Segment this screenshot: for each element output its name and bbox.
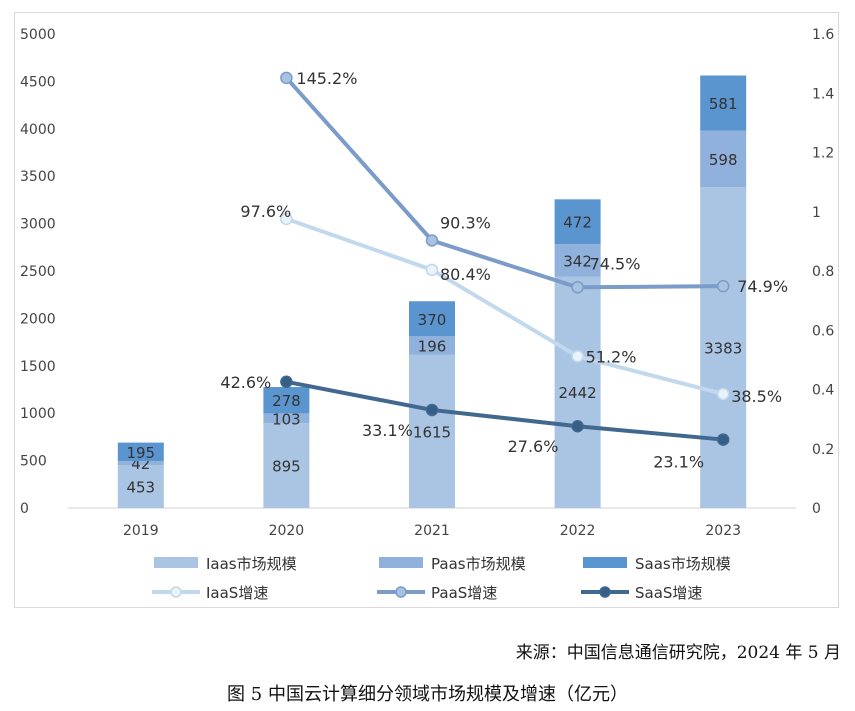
line-data-label: 80.4% <box>440 265 491 284</box>
bar-segment <box>700 75 747 131</box>
chart-frame <box>14 12 839 608</box>
line-data-label: 74.5% <box>590 254 641 273</box>
line-marker <box>716 279 730 293</box>
y2-tick-label: 0 <box>812 501 821 517</box>
bar-segment <box>554 199 601 245</box>
bar-segment <box>117 442 164 462</box>
y-tick-label: 500 <box>20 454 47 470</box>
line-marker <box>716 387 730 401</box>
line-data-label: 23.1% <box>653 453 704 472</box>
y2-tick-label: 0.8 <box>812 264 834 280</box>
bar-segment <box>554 244 601 277</box>
series-line <box>285 216 724 396</box>
bar-data-label: 453 <box>126 479 155 497</box>
y2-tick-label: 0.4 <box>812 383 834 399</box>
line-marker <box>425 263 439 277</box>
legend-swatch <box>379 557 423 568</box>
y2-tick-label: 0.2 <box>812 442 834 458</box>
legend-swatch <box>583 557 627 568</box>
bar-data-label: 342 <box>563 252 592 270</box>
x-tick-label: 2022 <box>560 523 596 539</box>
y2-tick-label: 1.2 <box>812 146 834 162</box>
bar-data-label: 598 <box>709 151 738 169</box>
y-tick-label: 3000 <box>20 217 56 233</box>
bar-data-label: 581 <box>709 95 738 113</box>
y2-tick-label: 0.6 <box>812 323 834 339</box>
bar-data-label: 370 <box>418 311 447 329</box>
source-note: 来源：中国信息通信研究院，2024 年 5 月 <box>515 643 841 663</box>
bar-segment <box>700 187 747 508</box>
line-data-label: 42.6% <box>220 373 271 392</box>
legend-label: IaaS增速 <box>206 584 268 602</box>
y2-tick-label: 1 <box>812 205 821 221</box>
bar-data-label: 196 <box>418 338 447 356</box>
line-marker <box>716 433 730 446</box>
line-marker <box>425 403 439 417</box>
line-data-label: 51.2% <box>586 347 637 366</box>
bar-data-label: 2442 <box>559 384 597 402</box>
bar-segment <box>263 413 310 424</box>
y-tick-label: 2000 <box>20 311 56 327</box>
bar-data-label: 895 <box>272 458 301 476</box>
line-marker <box>571 350 584 363</box>
legend-swatch-marker <box>170 586 182 598</box>
legend-label: Iaas市场规模 <box>206 555 297 573</box>
line-marker <box>571 281 584 294</box>
bar-data-label: 472 <box>563 214 592 232</box>
x-tick-label: 2020 <box>269 523 305 539</box>
x-tick-label: 2023 <box>705 523 741 539</box>
bar-segment <box>263 387 310 414</box>
legend-label: Saas市场规模 <box>635 555 731 573</box>
line-data-label: 27.6% <box>508 437 559 456</box>
line-marker <box>280 71 293 85</box>
line-marker <box>280 375 293 389</box>
series-line <box>284 76 724 290</box>
bar-data-label: 103 <box>272 410 301 428</box>
y-tick-label: 1000 <box>20 406 56 422</box>
line-marker <box>425 234 439 247</box>
bar-data-label: 195 <box>126 444 155 462</box>
x-tick-label: 2019 <box>123 523 159 539</box>
line-data-label: 90.3% <box>440 213 491 232</box>
y2-tick-label: 1.4 <box>812 86 834 102</box>
y-tick-label: 1500 <box>20 359 56 375</box>
y-tick-label: 2500 <box>20 264 56 280</box>
line-data-label: 97.6% <box>240 202 291 221</box>
bar-data-label: 1615 <box>413 423 451 441</box>
chart-svg: 0 500 1000 1500 2000 2500 3000 3500 4000 4500 5000… <box>20 27 834 602</box>
line-data-label: 38.5% <box>731 387 782 406</box>
legend-swatch-marker <box>599 586 611 598</box>
y-tick-label: 5000 <box>20 27 56 43</box>
legend-label: SaaS增速 <box>635 584 702 602</box>
bar-segment <box>700 130 747 188</box>
y-tick-label: 4000 <box>20 122 56 138</box>
bar-segment <box>409 301 455 337</box>
line-marker <box>280 212 293 226</box>
y-tick-label: 4500 <box>20 74 56 90</box>
bar-segment <box>263 423 310 508</box>
series-line <box>286 379 724 442</box>
y-tick-label: 0 <box>20 501 29 517</box>
bar-segment <box>409 336 455 355</box>
bar-segment <box>117 465 164 508</box>
bar-data-label: 278 <box>272 392 301 410</box>
x-tick-label: 2021 <box>414 523 450 539</box>
bar-segment <box>117 461 164 466</box>
legend-label: PaaS增速 <box>431 584 497 602</box>
legend-swatch-marker <box>395 586 407 598</box>
y2-tick-label: 1.6 <box>812 27 834 43</box>
line-data-label: 145.2% <box>296 69 357 88</box>
y-tick-label: 3500 <box>20 169 56 185</box>
legend-swatch <box>154 557 198 568</box>
legend-label: Paas市场规模 <box>431 555 526 573</box>
bar-data-label: 3383 <box>704 340 742 358</box>
bar-segment <box>409 354 455 508</box>
line-marker <box>571 419 584 433</box>
line-data-label: 74.9% <box>737 277 788 296</box>
bar-segment <box>554 276 601 508</box>
figure-caption: 图 5 中国云计算细分领域市场规模及增速（亿元） <box>227 684 628 705</box>
line-data-label: 33.1% <box>362 421 413 440</box>
